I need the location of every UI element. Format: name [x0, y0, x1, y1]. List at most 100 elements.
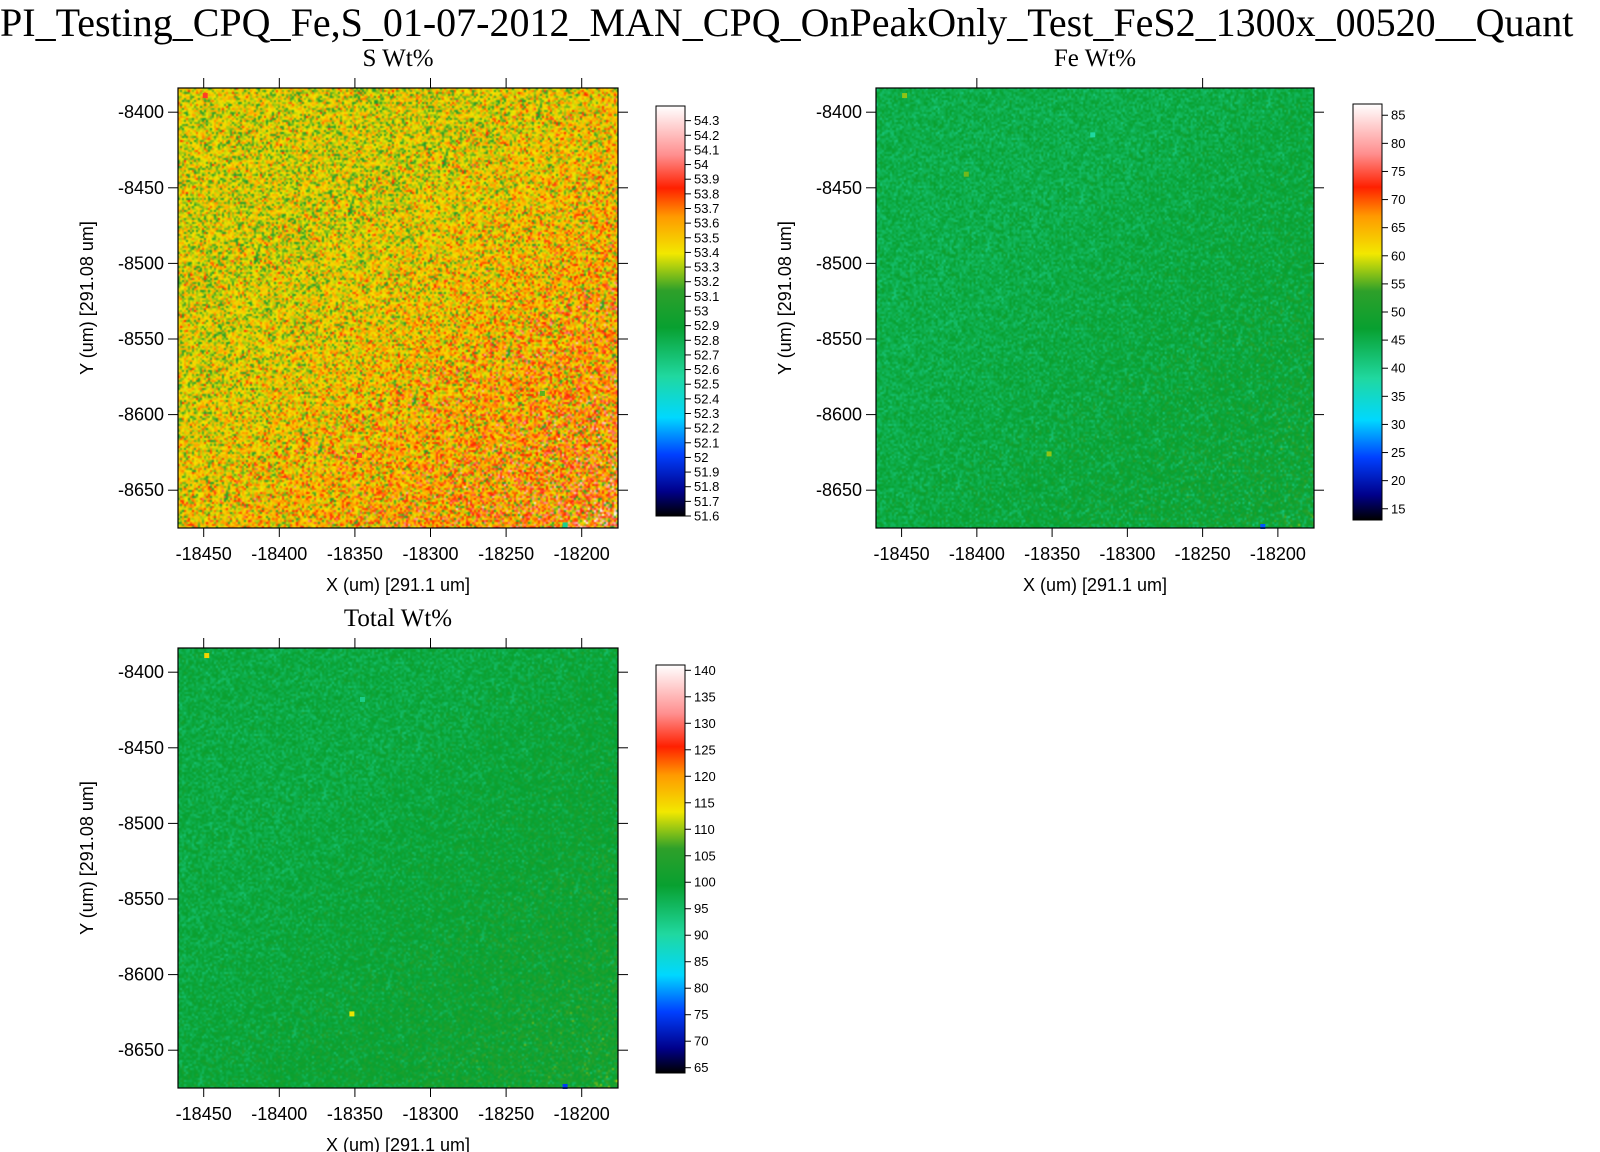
x-tick-label: -18250 — [1175, 544, 1231, 564]
colorbar-tick-label: 50 — [1391, 305, 1405, 320]
heatmap-image — [178, 88, 618, 528]
colorbar-tick-label: 52.3 — [694, 406, 719, 421]
colorbar-tick-label: 52.4 — [694, 391, 719, 406]
page-title: PI_Testing_CPQ_Fe,S_01-07-2012_MAN_CPQ_O… — [0, 0, 1574, 45]
colorbar-tick-label: 70 — [694, 1034, 708, 1049]
colorbar-tick-label: 53.1 — [694, 289, 719, 304]
total-wt-chart: Total Wt%-18450 -18400 -18350 -18300 -18250-… — [77, 605, 716, 1152]
colorbar-tick-label: 85 — [694, 954, 708, 969]
colorbar-tick-label: 54.2 — [694, 128, 719, 143]
x-tick-label: -18200 — [554, 544, 610, 564]
y-axis-label: Y (um) [291.08 um] — [77, 781, 97, 935]
colorbar-tick-label: 95 — [694, 901, 708, 916]
y-tick-label: -8400 — [118, 662, 164, 682]
colorbar-tick-label: 53.3 — [694, 260, 719, 275]
colorbar-tick-label: 120 — [694, 769, 716, 784]
colorbar-tick-label: 53.9 — [694, 172, 719, 187]
colorbar — [1352, 103, 1383, 521]
y-tick-label: -8600 — [118, 965, 164, 985]
y-tick-label: -8600 — [816, 405, 862, 425]
colorbar-tick-label: 40 — [1391, 361, 1405, 376]
colorbar-tick-label: 30 — [1391, 417, 1405, 432]
colorbar-tick-label: 75 — [694, 1007, 708, 1022]
x-tick-label: -18400 — [949, 544, 1005, 564]
heatmap-speck — [562, 1083, 568, 1089]
colorbar-tick-label: 60 — [1391, 248, 1405, 263]
y-tick-label: -8650 — [118, 1040, 164, 1060]
x-tick-label: -18350 — [1024, 544, 1080, 564]
heatmap-speck — [1046, 451, 1052, 457]
x-tick-label: -18450 — [176, 544, 232, 564]
colorbar-tick-label: 105 — [694, 848, 716, 863]
y-axis-label: Y (um) [291.08 um] — [775, 221, 795, 375]
colorbar-tick-label: 45 — [1391, 333, 1405, 348]
x-tick-label: -18400 — [251, 1104, 307, 1124]
x-tick-label: -18300 — [402, 1104, 458, 1124]
heatmap-speck — [902, 93, 908, 99]
heatmap-speck — [1090, 132, 1096, 138]
colorbar-tick-label: 54 — [694, 157, 708, 172]
x-axis-label: X (um) [291.1 um] — [326, 1135, 470, 1152]
colorbar-tick-label: 80 — [694, 981, 708, 996]
heatmap-image — [876, 88, 1314, 528]
fe-wt-chart: Fe Wt% -18450 -18400 -18350 -18300 -18250 -182… — [775, 45, 1405, 595]
colorbar-tick-label: 65 — [694, 1060, 708, 1075]
colorbar-tick-label: 65 — [1391, 220, 1405, 235]
x-axis-label: X (um) [291.1 um] — [326, 575, 470, 595]
heatmap-image — [178, 648, 618, 1088]
heatmap-speck — [204, 653, 210, 659]
colorbar-tick-label: 52.7 — [694, 347, 719, 362]
colorbar-tick-label: 70 — [1391, 192, 1405, 207]
colorbar-tick-label: 115 — [694, 795, 715, 810]
colorbar-tick-label: 80 — [1391, 136, 1405, 151]
heatmap-speck — [202, 93, 208, 99]
x-tick-label: -18300 — [402, 544, 458, 564]
chart-title: Fe Wt% — [1054, 45, 1136, 72]
colorbar-tick-label: 15 — [1391, 501, 1405, 516]
chart-title: Total Wt% — [344, 605, 452, 632]
y-tick-label: -8600 — [118, 405, 164, 425]
x-tick-label: -18400 — [251, 544, 307, 564]
colorbar — [655, 105, 686, 517]
heatmap-speck — [562, 522, 568, 528]
y-tick-label: -8550 — [118, 889, 164, 909]
colorbar-tick-label: 53.5 — [694, 230, 719, 245]
colorbar-tick-label: 110 — [694, 822, 715, 837]
colorbar-tick-label: 75 — [1391, 164, 1405, 179]
colorbar-tick-label: 135 — [694, 689, 716, 704]
colorbar-tick-label: 53.8 — [694, 186, 719, 201]
colorbar-tick-label: 54.1 — [694, 142, 719, 157]
y-tick-label: -8550 — [816, 329, 862, 349]
y-tick-label: -8400 — [816, 102, 862, 122]
heatmap-speck — [349, 1011, 355, 1017]
colorbar-tick-label: 55 — [1391, 276, 1405, 291]
y-tick-label: -8500 — [118, 253, 164, 273]
x-tick-label: -18250 — [478, 1104, 534, 1124]
heatmap-speck — [539, 390, 545, 396]
y-tick-label: -8400 — [118, 102, 164, 122]
s-wt-chart: S Wt% -18450 -18400 -18350 -18300 -18250 -1820… — [77, 45, 719, 595]
y-tick-label: -8500 — [816, 253, 862, 273]
heatmap-speck — [963, 171, 969, 177]
colorbar-tick-label: 100 — [694, 875, 716, 890]
y-tick-label: -8450 — [118, 178, 164, 198]
colorbar-tick-label: 53.4 — [694, 245, 719, 260]
colorbar-tick-label: 51.9 — [694, 465, 719, 480]
colorbar-tick-label: 51.7 — [694, 494, 719, 509]
colorbar-tick-label: 52 — [694, 450, 708, 465]
colorbar-tick-label: 52.1 — [694, 435, 719, 450]
x-tick-label: -18300 — [1099, 544, 1155, 564]
heatmap-speck — [359, 696, 365, 702]
colorbar-tick-label: 52.5 — [694, 377, 719, 392]
y-axis-label: Y (um) [291.08 um] — [77, 221, 97, 375]
colorbar-tick-label: 90 — [694, 928, 708, 943]
y-tick-label: -8450 — [118, 738, 164, 758]
plot-frame — [177, 87, 619, 529]
colorbar-tick-label: 53.6 — [694, 216, 719, 231]
y-tick-label: -8500 — [118, 813, 164, 833]
colorbar-tick-label: 25 — [1391, 445, 1405, 460]
heatmap-speck — [356, 452, 362, 458]
heatmap-speck — [1260, 523, 1266, 529]
x-tick-label: -18350 — [327, 1104, 383, 1124]
